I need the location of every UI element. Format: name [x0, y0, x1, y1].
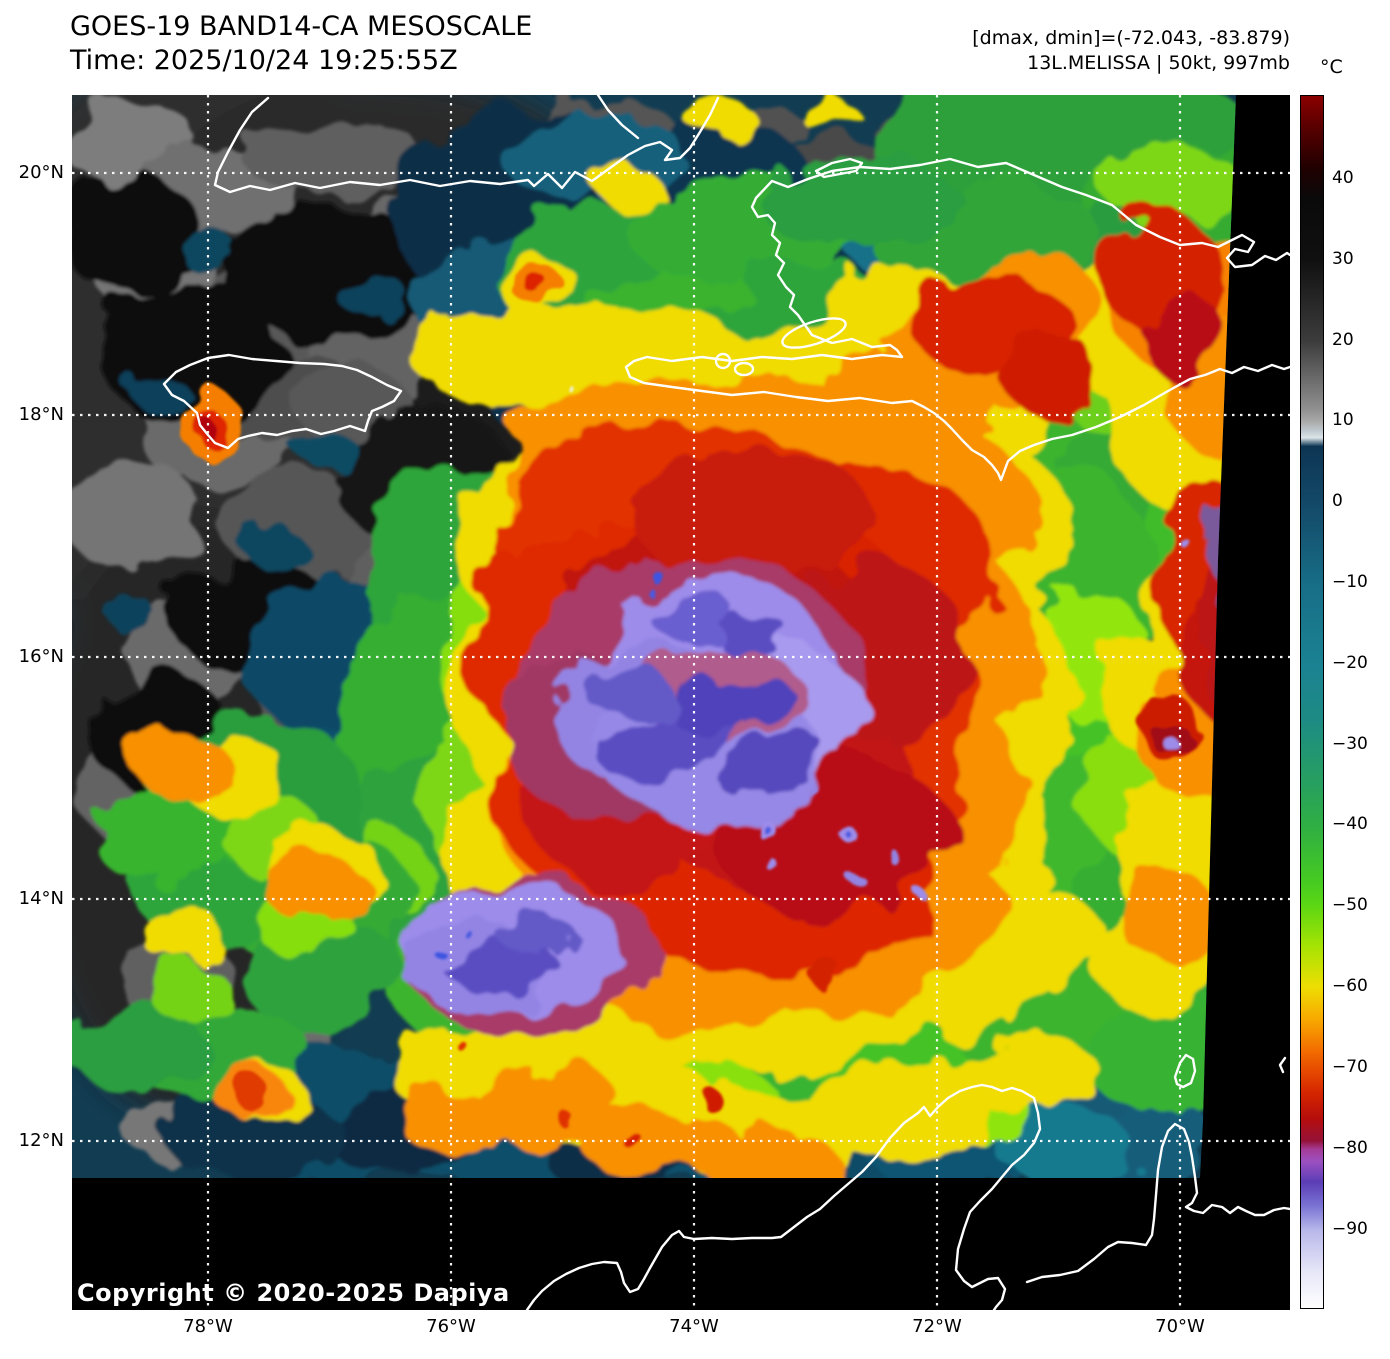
colorbar-tick: 40 [1332, 168, 1354, 188]
lat-label-20n: 20°N [18, 162, 64, 183]
lon-label-72w: 72°W [912, 1316, 962, 1337]
venezuela-coastline [1025, 1122, 1290, 1284]
colorbar-tick: −20 [1332, 653, 1368, 673]
title-block: GOES-19 BAND14-CA MESOSCALE Time: 2025/1… [70, 10, 532, 78]
lon-label-70w: 70°W [1155, 1316, 1205, 1337]
colorbar-tick: −90 [1332, 1219, 1368, 1239]
colorbar-tick: −80 [1332, 1138, 1368, 1158]
timestamp: Time: 2025/10/24 19:25:55Z [70, 45, 458, 76]
storm-id-intensity: 13L.MELISSA | 50kt, 997mb [1027, 52, 1290, 74]
colorbar-tick: −30 [1332, 734, 1368, 754]
colorbar-tick: −60 [1332, 976, 1368, 996]
colorbar-tick: −70 [1332, 1057, 1368, 1077]
colorbar-unit-label: °C [1320, 56, 1343, 78]
satellite-map: Copyright © 2020-2025 Dapiya [72, 95, 1290, 1310]
colorbar-tick: −50 [1332, 895, 1368, 915]
colorbar-tick: 20 [1332, 330, 1354, 350]
aruba-island [1173, 1053, 1197, 1089]
gonave-island [781, 317, 847, 349]
lon-label-76w: 76°W [426, 1316, 476, 1337]
lat-label-16n: 16°N [18, 646, 64, 667]
tortue-island [814, 157, 864, 179]
colorbar-tick: −10 [1332, 572, 1368, 592]
lat-label-12n: 12°N [18, 1130, 64, 1151]
colorbar-tick: 30 [1332, 249, 1354, 269]
small-coast-fragment [1278, 1056, 1287, 1074]
lake-outline [714, 352, 732, 370]
page-title: GOES-19 BAND14-CA MESOSCALE [70, 11, 533, 42]
ir-data-field [72, 95, 1236, 1178]
storm-info-block: [dmax, dmin]=(-72.043, -83.879) 13L.MELI… [690, 26, 1290, 76]
cuba-coastline [213, 96, 720, 194]
lon-label-74w: 74°W [669, 1316, 719, 1337]
colorbar-tick: 0 [1332, 491, 1343, 511]
south-america-coastline [525, 1083, 1042, 1310]
lake-outline-2 [733, 361, 755, 377]
copyright-text: Copyright © 2020-2025 Dapiya [77, 1279, 510, 1307]
jamaica-coastline [162, 353, 403, 450]
grid-lines [72, 95, 1290, 1310]
colorbar-tick: −40 [1332, 814, 1368, 834]
hispaniola-north-coastline [754, 157, 1290, 269]
lon-label-78w: 78°W [183, 1316, 233, 1337]
satellite-image [72, 95, 1290, 1310]
dmax-dmin-readout: [dmax, dmin]=(-72.043, -83.879) [972, 27, 1290, 49]
temperature-colorbar [1300, 95, 1324, 1309]
haiti-west-and-south-coastline [624, 196, 1290, 482]
cuba-north-coast [596, 95, 640, 140]
lat-label-14n: 14°N [18, 888, 64, 909]
lat-label-18n: 18°N [18, 404, 64, 425]
colorbar-tick: 10 [1332, 410, 1354, 430]
coastlines [162, 95, 1290, 1310]
